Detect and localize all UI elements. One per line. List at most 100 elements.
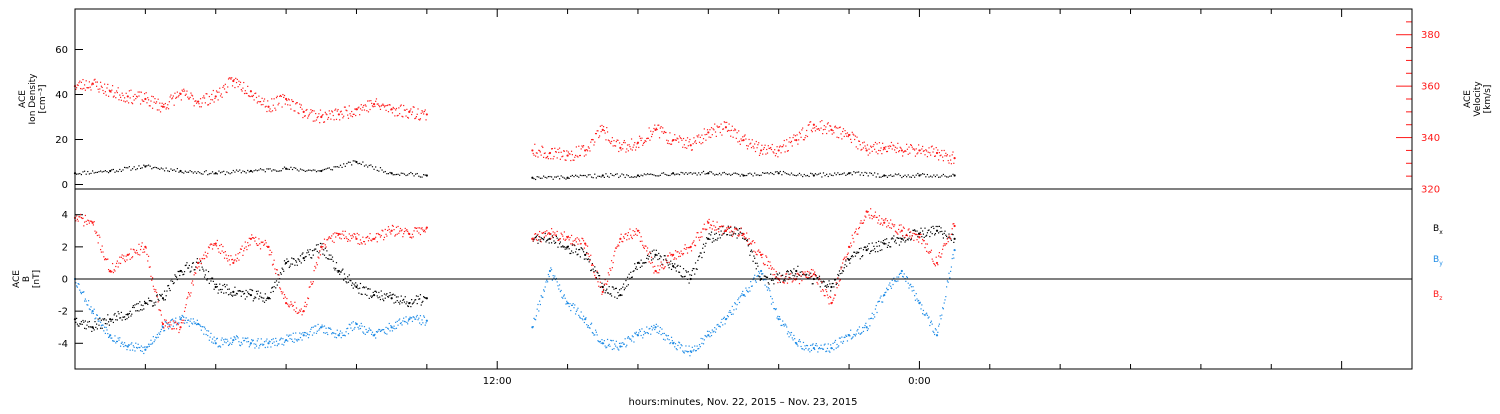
data-sample: [420, 304, 422, 306]
data-sample: [358, 292, 360, 294]
data-sample: [670, 143, 672, 145]
data-sample: [589, 150, 591, 152]
data-sample: [656, 175, 658, 177]
data-sample: [886, 220, 889, 222]
legend-by-sub: y: [1439, 260, 1443, 267]
data-sample: [710, 224, 713, 227]
data-sample: [190, 292, 192, 294]
data-sample: [341, 269, 343, 271]
data-sample: [922, 233, 925, 235]
data-sample: [670, 173, 673, 175]
data-sample: [543, 237, 545, 239]
data-sample: [362, 286, 364, 289]
data-point: [408, 318, 411, 321]
data-sample: [605, 283, 607, 285]
data-sample: [916, 298, 918, 300]
data-sample: [698, 256, 700, 258]
data-sample: [686, 350, 688, 352]
data-sample: [210, 243, 212, 245]
data-sample: [809, 121, 811, 123]
data-sample: [739, 296, 741, 298]
data-sample: [723, 232, 725, 234]
data-sample: [877, 153, 879, 155]
data-sample: [230, 78, 232, 80]
data-sample: [912, 229, 914, 231]
data-sample: [187, 267, 189, 269]
data-sample: [763, 172, 765, 175]
data-sample: [709, 227, 711, 229]
data-sample: [90, 220, 92, 222]
data-sample: [159, 102, 161, 104]
data-sample: [945, 152, 947, 154]
data-sample: [757, 144, 759, 146]
data-sample: [816, 281, 818, 284]
data-sample: [378, 104, 380, 107]
data-sample: [374, 290, 376, 292]
data-sample: [125, 255, 127, 257]
data-sample: [301, 339, 303, 341]
data-sample: [405, 230, 407, 232]
data-sample: [181, 271, 183, 273]
data-sample: [622, 343, 625, 345]
data-sample: [753, 250, 755, 252]
data-sample: [314, 325, 316, 327]
data-sample: [247, 95, 250, 97]
data-sample: [248, 293, 250, 295]
data-sample: [648, 127, 650, 129]
data-sample: [734, 172, 737, 174]
data-sample: [847, 258, 849, 260]
data-sample: [127, 254, 130, 256]
data-sample: [698, 141, 701, 143]
data-sample: [100, 251, 102, 253]
data-sample: [253, 99, 255, 101]
data-sample: [370, 100, 372, 102]
data-sample: [720, 123, 722, 125]
data-sample: [743, 294, 745, 296]
data-sample: [910, 176, 913, 178]
data-sample: [409, 316, 411, 318]
data-sample: [586, 245, 589, 247]
data-sample: [850, 242, 852, 244]
data-sample: [155, 301, 157, 303]
data-sample: [217, 99, 219, 101]
data-sample: [706, 133, 708, 135]
data-sample: [550, 148, 553, 150]
data-sample: [801, 348, 803, 350]
data-sample: [556, 237, 558, 239]
data-point: [408, 232, 411, 236]
data-sample: [304, 170, 306, 173]
data-sample: [552, 158, 554, 160]
data-sample: [931, 176, 933, 178]
data-sample: [717, 228, 719, 230]
data-sample: [272, 290, 274, 293]
data-sample: [143, 251, 146, 253]
data-sample: [646, 137, 649, 139]
data-sample: [774, 276, 777, 278]
data-sample: [754, 242, 756, 244]
data-sample: [122, 316, 124, 318]
data-sample: [658, 175, 660, 177]
data-sample: [891, 237, 893, 239]
data-sample: [746, 239, 748, 242]
data-sample: [812, 269, 814, 271]
data-sample: [344, 277, 346, 279]
data-sample: [534, 143, 536, 145]
data-sample: [359, 239, 362, 241]
data-sample: [384, 297, 386, 299]
data-sample: [907, 282, 909, 284]
data-sample: [291, 263, 294, 265]
data-sample: [861, 331, 863, 334]
data-sample: [311, 109, 314, 112]
data-sample: [327, 258, 329, 260]
data-sample: [890, 141, 893, 144]
data-sample: [147, 260, 149, 262]
data-point: [584, 253, 587, 256]
data-sample: [650, 262, 652, 264]
data-sample: [802, 271, 804, 273]
data-sample: [832, 174, 834, 177]
data-sample: [694, 273, 696, 275]
data-sample: [574, 154, 577, 156]
data-sample: [643, 262, 645, 264]
data-sample: [568, 305, 570, 308]
